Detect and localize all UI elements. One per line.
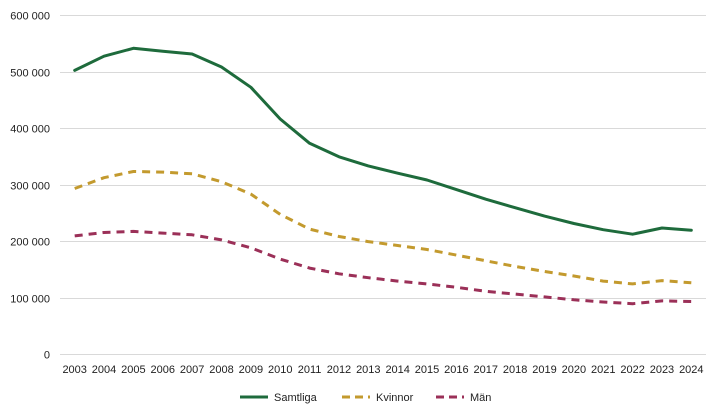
x-tick-label: 2021 [591, 364, 615, 376]
y-tick-label: 100 000 [10, 294, 50, 306]
x-tick-label: 2016 [444, 364, 468, 376]
x-tick-label: 2023 [650, 364, 674, 376]
y-tick-label: 300 000 [10, 181, 50, 193]
legend: Samtliga Kvinnor Män [240, 392, 491, 404]
x-axis: 2003 2004 2005 2006 2007 2008 2009 2010 2011 2012… [62, 364, 703, 376]
y-axis: 0 100 000 200 000 300 000 400 000 500 000 600 … [10, 11, 50, 362]
gridlines [60, 15, 706, 355]
legend-label: Kvinnor [376, 392, 414, 404]
x-tick-label: 2017 [474, 364, 498, 376]
x-tick-label: 2022 [620, 364, 644, 376]
x-tick-label: 2007 [180, 364, 204, 376]
series-line-m-n [74, 229, 692, 306]
legend-item: Män [436, 392, 491, 404]
y-tick-label: 200 000 [10, 237, 50, 249]
x-tick-label: 2003 [62, 364, 86, 376]
x-tick-label: 2010 [268, 364, 292, 376]
x-tick-label: 2006 [151, 364, 175, 376]
series-line-samtliga [73, 46, 693, 236]
x-tick-label: 2024 [679, 364, 703, 376]
y-tick-label: 600 000 [10, 11, 50, 23]
x-tick-label: 2014 [385, 364, 409, 376]
y-tick-label: 400 000 [10, 124, 50, 136]
x-tick-label: 2004 [92, 364, 116, 376]
x-tick-label: 2011 [298, 364, 322, 376]
x-tick-label: 2020 [562, 364, 586, 376]
legend-label: Män [470, 392, 491, 404]
y-tick-label: 0 [44, 350, 50, 362]
series-lines [73, 46, 693, 306]
legend-label: Samtliga [274, 392, 318, 404]
x-tick-label: 2015 [415, 364, 439, 376]
legend-item: Kvinnor [342, 392, 414, 404]
legend-item: Samtliga [240, 392, 318, 404]
x-tick-label: 2019 [532, 364, 556, 376]
x-tick-label: 2009 [239, 364, 263, 376]
y-tick-label: 500 000 [10, 68, 50, 80]
x-tick-label: 2005 [121, 364, 145, 376]
x-tick-label: 2018 [503, 364, 527, 376]
x-tick-label: 2012 [327, 364, 351, 376]
x-tick-label: 2008 [209, 364, 233, 376]
series-line-kvinnor [74, 170, 692, 286]
x-tick-label: 2013 [356, 364, 380, 376]
